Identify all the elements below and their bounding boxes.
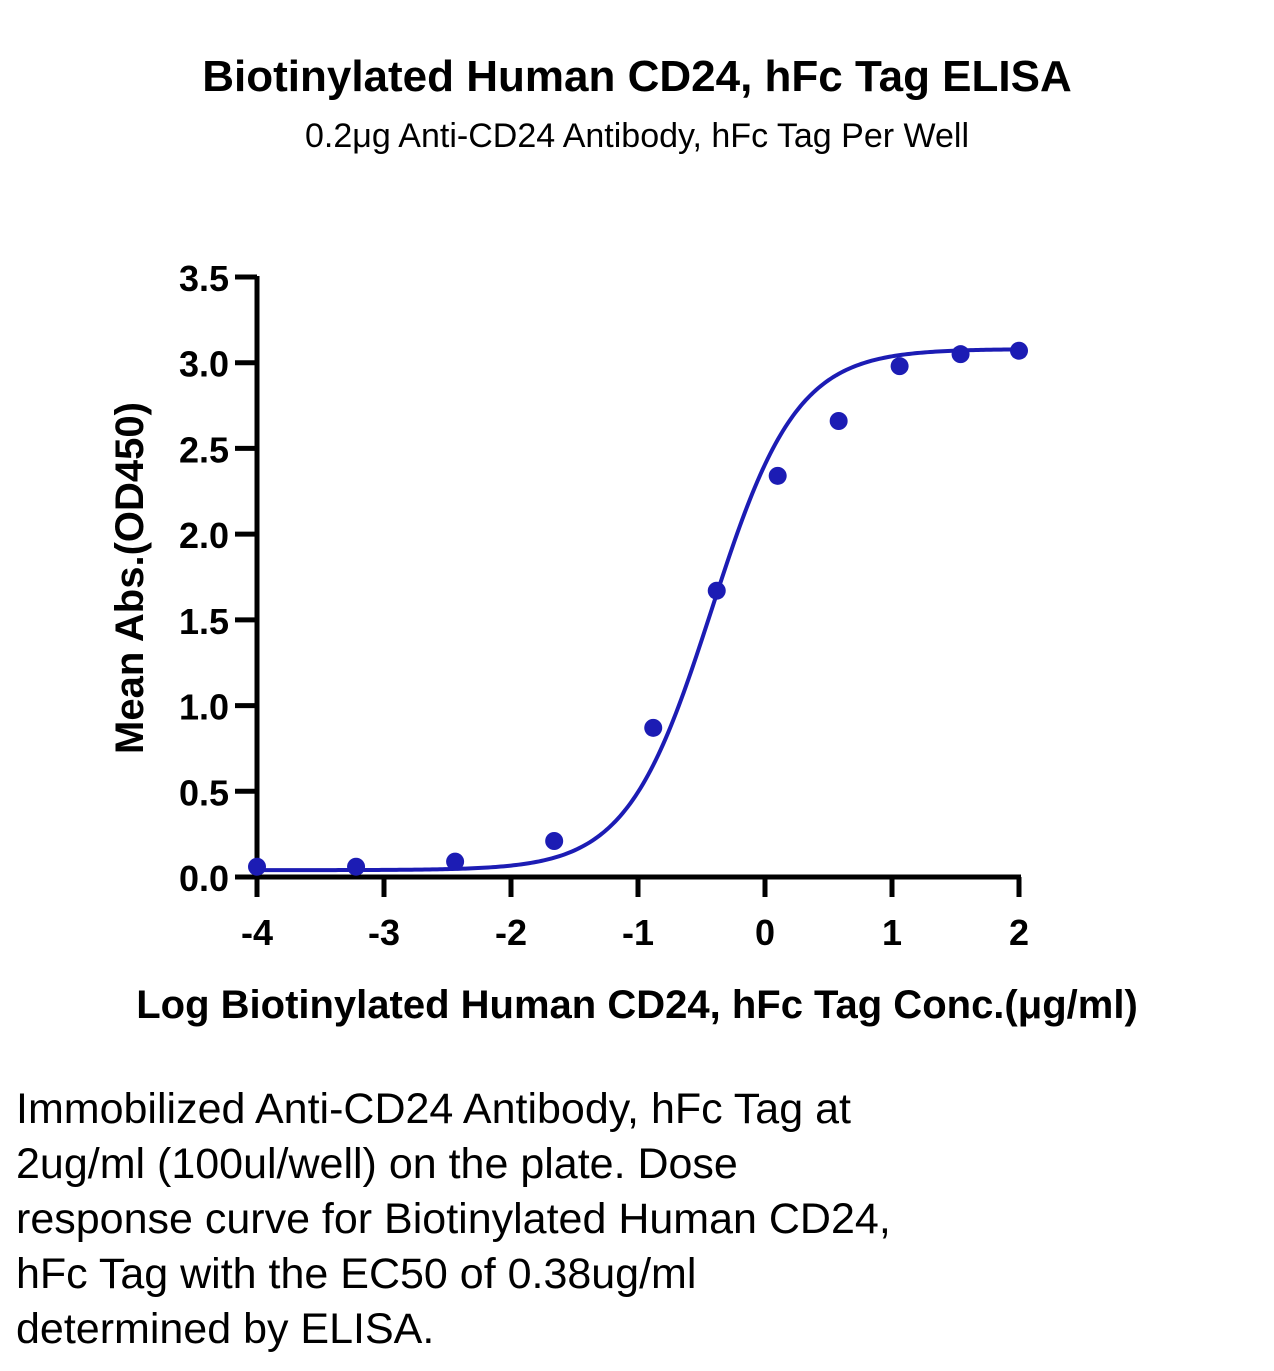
y-tick-label: 2.0 [179, 515, 229, 556]
x-axis-label: Log Biotinylated Human CD24, hFc Tag Con… [136, 983, 1138, 1027]
chart-subtitle: 0.2μg Anti-CD24 Antibody, hFc Tag Per We… [304, 117, 970, 155]
elisa-chart: 0.0 0.5 1.0 1.5 2.0 2.5 3.0 3.5 -4 -3 -2 -1 0 1 2 Mean… [108, 258, 1138, 1027]
data-point [951, 345, 970, 364]
fit-curve [257, 347, 1020, 873]
y-axis-label: Mean Abs.(OD450) [108, 402, 152, 754]
x-tick-label: 2 [1009, 912, 1029, 953]
x-tick-label: 0 [755, 912, 775, 953]
figure-caption: Immobilized Anti-CD24 Antibody, hFc Tag … [16, 1085, 891, 1353]
data-point [768, 466, 787, 485]
fit-curve-layer [257, 347, 1020, 873]
y-tick-label: 0.0 [179, 858, 229, 899]
y-tick-label: 2.5 [179, 429, 229, 470]
data-points-layer [248, 341, 1028, 876]
data-point [644, 718, 663, 737]
y-tick-label: 1.5 [179, 601, 229, 642]
y-tick-label: 3.5 [179, 258, 229, 299]
data-point [707, 581, 726, 600]
data-point [248, 857, 266, 876]
chart-title: Biotinylated Human CD24, hFc Tag ELISA [202, 52, 1072, 101]
data-point [446, 852, 465, 871]
data-point [829, 412, 848, 430]
data-point [890, 357, 909, 376]
x-tick-label: -2 [495, 912, 527, 953]
axes: 0.0 0.5 1.0 1.5 2.0 2.5 3.0 3.5 -4 -3 -2 -1 0 1 2 [179, 258, 1029, 953]
data-point [1010, 341, 1028, 360]
x-tick-label: -4 [241, 912, 273, 953]
y-tick-label: 0.5 [179, 772, 229, 813]
x-tick-label: -1 [622, 912, 654, 953]
x-tick-label: -3 [368, 912, 400, 953]
y-tick-label: 3.0 [179, 344, 229, 385]
x-tick-label: 1 [882, 912, 902, 953]
y-tick-label: 1.0 [179, 687, 229, 728]
data-point [347, 857, 366, 876]
data-point [545, 832, 564, 850]
